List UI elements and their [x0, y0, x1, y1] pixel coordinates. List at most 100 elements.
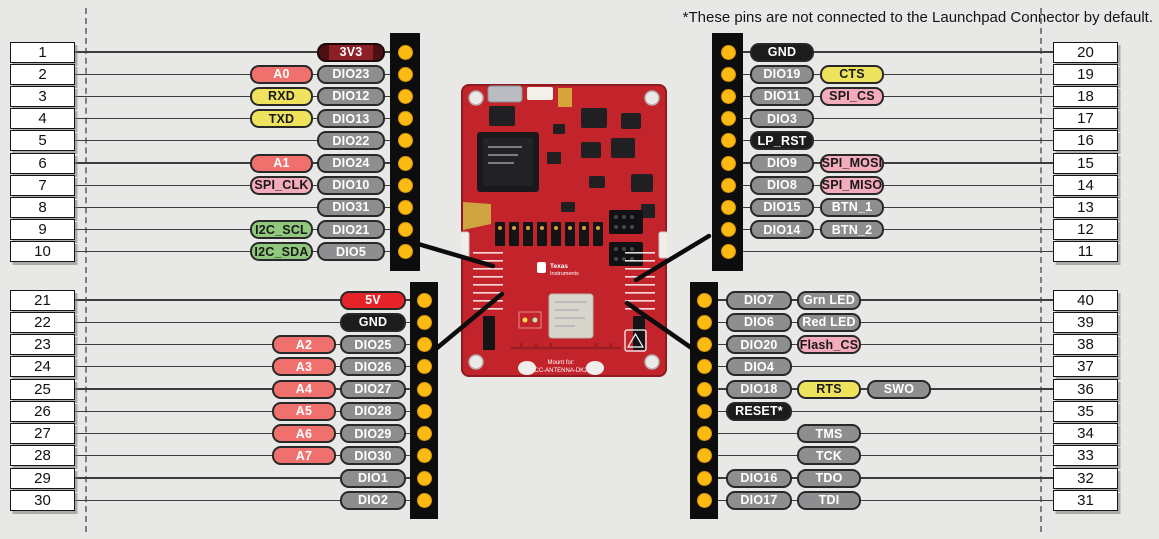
pin-number-box: 13 [1053, 196, 1118, 218]
solder-pad [416, 292, 432, 308]
left-boundary-dashed-line [85, 8, 87, 532]
pin-wire [743, 73, 1053, 75]
pin-function-badge: DIO4 [726, 357, 792, 377]
pin-wire [75, 251, 392, 253]
solder-pad [416, 492, 432, 508]
pin-wire [716, 455, 1053, 457]
pin-wire [75, 73, 392, 75]
solder-pad [720, 199, 736, 215]
pin-wire [743, 140, 1053, 142]
pin-number-box: 29 [10, 467, 75, 489]
pin-function-badge: RESET* [726, 401, 792, 421]
pin-function-badge: DIO26 [340, 357, 406, 377]
pin-function-badge: 5V [340, 290, 406, 310]
right-boundary-dashed-line [1040, 8, 1042, 532]
pin-function-badge: A7 [272, 446, 336, 466]
solder-pad [696, 381, 712, 397]
pin-wire [75, 299, 412, 301]
footnote-text: *These pins are not connected to the Lau… [682, 9, 1153, 26]
pin-function-badge: DIO13 [317, 109, 385, 129]
pin-function-badge: A2 [272, 335, 336, 354]
pin-number-box: 4 [10, 108, 75, 130]
pin-number-box: 38 [1053, 334, 1118, 355]
svg-text:CC-ANTENNA-DK2: CC-ANTENNA-DK2 [534, 368, 588, 374]
pin-function-badge: RTS [797, 379, 861, 399]
pin-number-box: 23 [10, 334, 75, 355]
solder-pad [397, 44, 413, 60]
pin-function-badge: GND [750, 42, 814, 62]
solder-pad [397, 155, 413, 171]
pin-number-box: 19 [1053, 63, 1118, 85]
pin-function-badge: DIO23 [317, 64, 385, 84]
pin-number-box: 39 [1053, 311, 1118, 333]
pin-wire [743, 95, 1053, 98]
pin-number-box: 14 [1053, 174, 1118, 196]
pin-function-badge: DIO18 [726, 379, 792, 399]
pin-wire [75, 432, 412, 435]
solder-pad [397, 244, 413, 260]
solder-pad [397, 177, 413, 193]
pin-wire [75, 366, 412, 368]
pin-function-badge: DIO30 [340, 446, 406, 466]
solder-pad [696, 492, 712, 508]
pin-function-badge: 3V3 [317, 42, 385, 62]
pin-wire [716, 410, 1053, 412]
pin-number-box: 25 [10, 378, 75, 400]
pin-function-badge: DIO17 [726, 490, 792, 510]
pin-number-box: 15 [1053, 152, 1118, 174]
pin-number-box: 16 [1053, 130, 1118, 152]
pin-wire [743, 162, 1053, 164]
solder-pad [416, 314, 432, 330]
pin-number-box: 31 [1053, 489, 1118, 511]
rf-module [548, 293, 594, 339]
solder-pad [720, 44, 736, 60]
pin-function-badge: DIO2 [340, 490, 406, 510]
pin-number-box: 24 [10, 356, 75, 378]
solder-pad [720, 244, 736, 260]
pin-function-badge: DIO6 [726, 312, 792, 332]
pin-number-box: 7 [10, 174, 75, 196]
pin-wire [743, 184, 1053, 186]
pin-wire [75, 206, 392, 209]
pin-wire [75, 117, 392, 120]
ti-logo: Texas Instruments [537, 262, 579, 277]
pin-function-badge: DIO14 [750, 220, 814, 240]
pin-number-box: 6 [10, 152, 75, 174]
pin-function-badge: A1 [250, 153, 313, 173]
pin-wire [75, 95, 392, 98]
jumper-row [495, 222, 603, 246]
pin-number-box: 9 [10, 219, 75, 241]
pin-function-badge: BTN_1 [820, 197, 884, 217]
pin-number-box: 5 [10, 130, 75, 152]
pin-wire [75, 499, 412, 501]
pin-function-badge: DIO8 [750, 175, 814, 195]
solder-pad [397, 222, 413, 238]
pin-number-box: 21 [10, 289, 75, 311]
solder-pad [696, 314, 712, 330]
usb-connector [487, 85, 523, 103]
pin-wire [743, 228, 1053, 231]
pin-function-badge: TMS [797, 424, 861, 443]
pin-function-badge: DIO27 [340, 379, 406, 399]
pin-function-badge: TDO [797, 468, 861, 488]
pin-function-badge: DIO31 [317, 197, 385, 217]
pin-wire [743, 117, 1053, 120]
pin-function-badge: DIO25 [340, 335, 406, 354]
pin-function-badge: A5 [272, 401, 336, 421]
pin-number-box: 32 [1053, 467, 1118, 489]
solder-pad [696, 403, 712, 419]
pin-number-box: 11 [1053, 241, 1118, 263]
pin-number-box: 40 [1053, 289, 1118, 311]
pin-wire [75, 140, 392, 142]
pin-wire [75, 51, 392, 53]
pin-wire [716, 321, 1053, 323]
svg-text:Texas: Texas [550, 263, 568, 270]
pin-function-badge: DIO7 [726, 290, 792, 310]
solder-pad [720, 222, 736, 238]
pin-function-badge: DIO28 [340, 401, 406, 421]
solder-pad [696, 426, 712, 441]
solder-pad [416, 381, 432, 397]
pin-function-badge: I2C_SDA [250, 242, 313, 262]
pin-function-badge: A4 [272, 379, 336, 399]
pin-function-badge: SPI_CLK [250, 175, 313, 195]
